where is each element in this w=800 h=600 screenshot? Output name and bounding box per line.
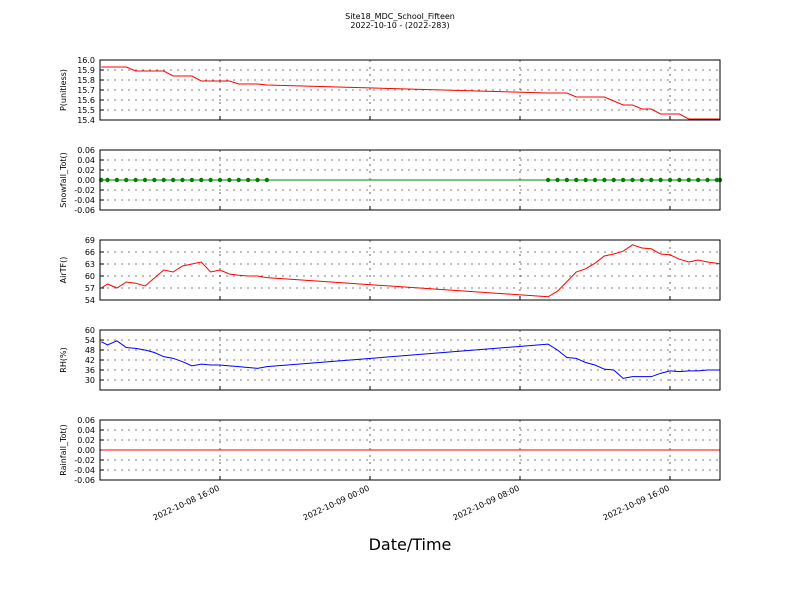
data-point <box>208 177 213 183</box>
y-tick-label: 42 <box>85 356 95 365</box>
y-tick-label: 66 <box>85 248 95 257</box>
data-point <box>583 177 588 183</box>
y-tick-label: 57 <box>85 284 95 293</box>
y-axis-label: P(unitless) <box>59 69 68 111</box>
plot-frame <box>99 149 721 211</box>
y-tick-label: 0.02 <box>77 166 95 175</box>
y-tick-label: 15.5 <box>77 106 95 115</box>
data-point <box>564 177 570 183</box>
data-point <box>611 177 616 183</box>
y-tick-label: -0.04 <box>74 466 95 475</box>
data-line <box>100 244 721 298</box>
y-tick-label: 0.04 <box>77 426 95 435</box>
plot-frame <box>99 329 721 391</box>
data-point <box>686 177 691 183</box>
y-tick-label: 36 <box>85 366 95 375</box>
data-point <box>667 177 673 183</box>
data-point <box>677 177 682 183</box>
data-point <box>170 177 176 183</box>
data-point <box>152 177 157 183</box>
y-tick-label: -0.04 <box>74 196 95 205</box>
data-point <box>227 177 232 183</box>
data-point <box>124 177 129 183</box>
y-tick-label: 16.0 <box>77 56 95 65</box>
data-point <box>264 177 270 183</box>
y-tick-label: 0.04 <box>77 156 95 165</box>
y-tick-label: 69 <box>85 236 95 245</box>
data-line <box>101 66 720 120</box>
y-axis-label: RH(%) <box>59 347 68 372</box>
y-tick-label: 15.7 <box>77 86 95 95</box>
data-point <box>245 177 251 183</box>
data-point <box>199 177 204 183</box>
y-tick-label: 54 <box>85 296 95 305</box>
y-tick-label: -0.02 <box>74 186 95 195</box>
y-tick-label: 15.4 <box>77 116 95 125</box>
y-tick-label: -0.06 <box>74 206 95 215</box>
data-point <box>630 177 635 183</box>
chart-title: Site18_MDC_School_Fifteen <box>345 12 455 21</box>
data-point <box>255 177 260 183</box>
y-tick-label: 0.02 <box>77 436 95 445</box>
data-point <box>236 177 241 183</box>
data-point <box>592 177 598 183</box>
data-point <box>555 177 560 183</box>
y-axis-label: Snowfall_Tot() <box>59 152 68 208</box>
data-point <box>649 177 654 183</box>
y-tick-label: 54 <box>85 336 95 345</box>
data-point <box>705 177 710 183</box>
y-tick-label: 0.06 <box>77 416 95 425</box>
data-point <box>714 177 720 183</box>
data-point <box>545 177 551 183</box>
y-tick-label: 60 <box>85 272 95 281</box>
y-axis-label: AirTF() <box>59 257 68 284</box>
data-point <box>105 177 110 183</box>
y-tick-label: 0.00 <box>77 446 95 455</box>
x-axis-label: Date/Time <box>369 535 452 554</box>
y-tick-label: 0.06 <box>77 146 95 155</box>
y-tick-label: 60 <box>85 326 95 335</box>
data-point <box>161 177 166 183</box>
plot-frame <box>99 59 721 121</box>
y-tick-label: 63 <box>85 260 95 269</box>
data-point <box>189 177 195 183</box>
data-point <box>602 177 607 183</box>
data-line <box>101 340 720 379</box>
chart-subtitle: 2022-10-10 - (2022-283) <box>350 21 449 30</box>
data-point <box>574 177 579 183</box>
y-tick-label: 15.8 <box>77 76 95 85</box>
y-tick-label: 15.9 <box>77 66 95 75</box>
y-axis-label: Rainfall_Tot() <box>59 424 68 476</box>
y-tick-label: -0.02 <box>74 456 95 465</box>
plot-frame <box>99 239 721 301</box>
data-point <box>142 177 148 183</box>
data-point <box>133 177 138 183</box>
data-point <box>114 177 120 183</box>
y-tick-label: 30 <box>85 376 95 385</box>
y-tick-label: -0.06 <box>74 476 95 485</box>
data-point <box>620 177 626 183</box>
y-tick-label: 48 <box>85 346 95 355</box>
data-point <box>180 177 185 183</box>
data-point <box>217 177 223 183</box>
y-tick-label: 0.00 <box>77 176 95 185</box>
y-tick-label: 15.6 <box>77 96 95 105</box>
data-point <box>695 177 701 183</box>
plot-frame <box>99 419 721 481</box>
data-point <box>658 177 663 183</box>
data-point <box>639 177 645 183</box>
